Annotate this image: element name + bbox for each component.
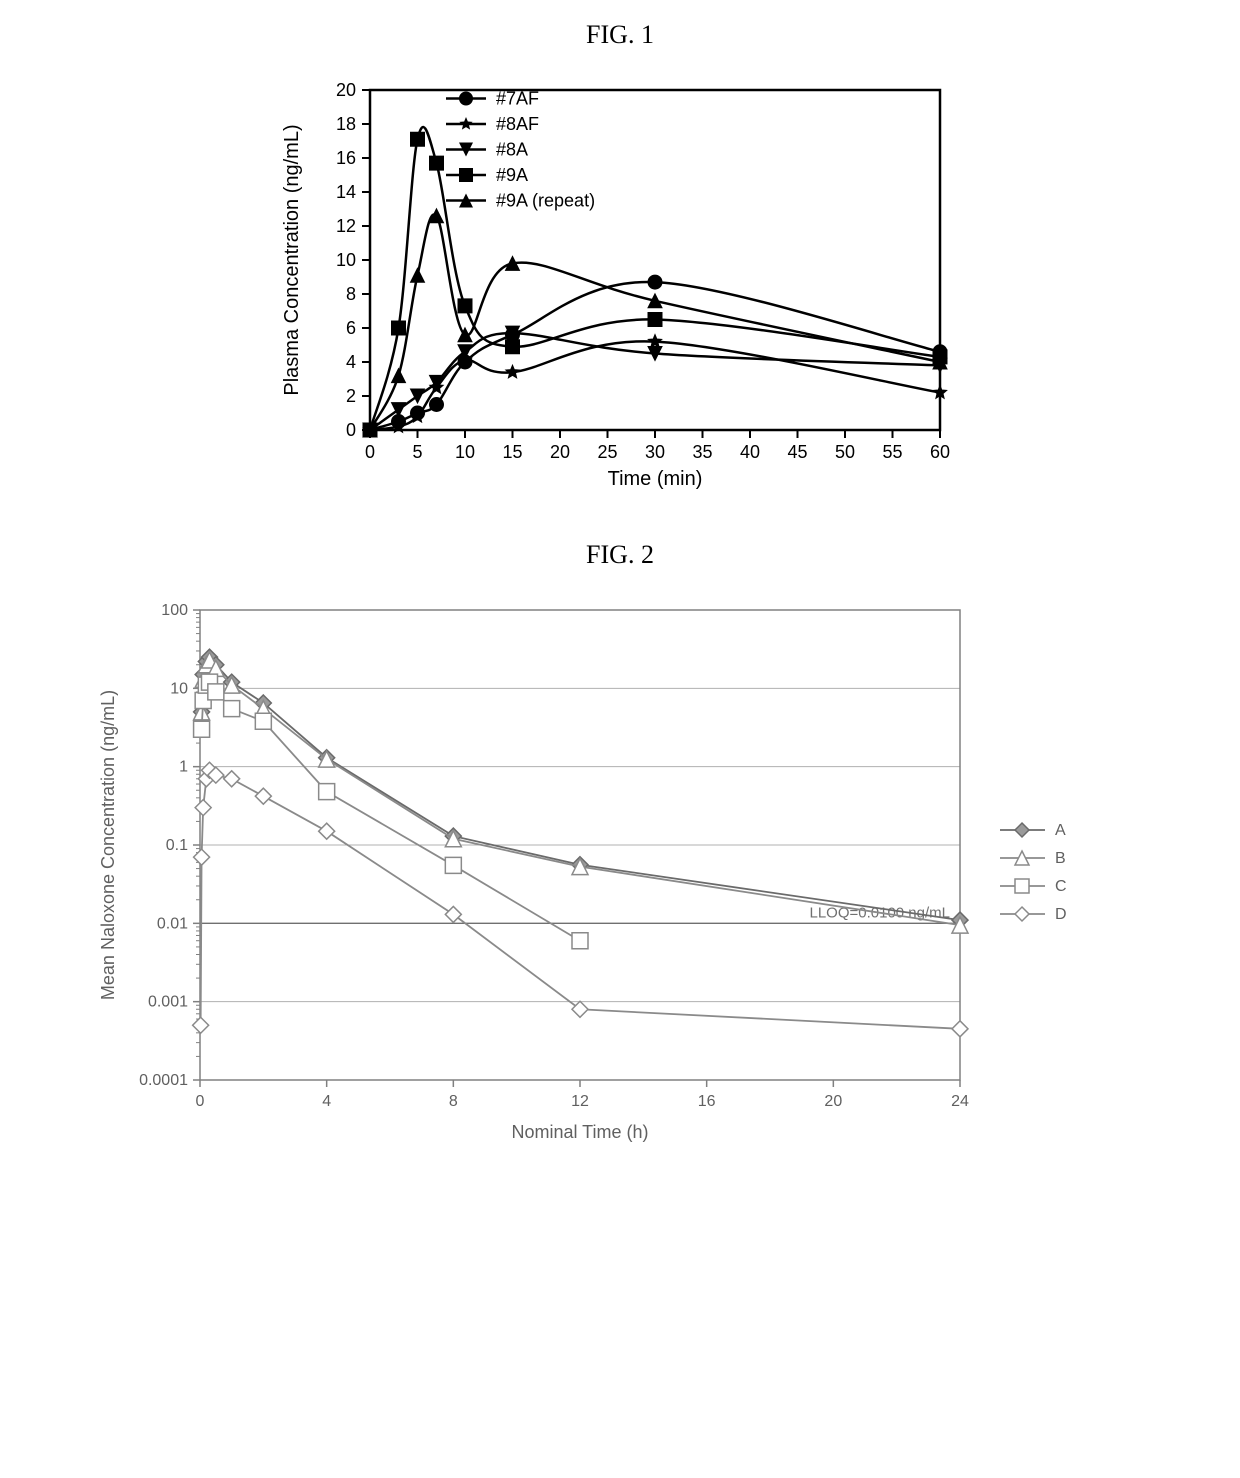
svg-text:D: D — [1055, 906, 1067, 923]
svg-text:14: 14 — [336, 182, 356, 202]
svg-text:16: 16 — [336, 148, 356, 168]
svg-text:20: 20 — [550, 442, 570, 462]
svg-text:Mean Naloxone Concentration (n: Mean Naloxone Concentration (ng/mL) — [98, 690, 118, 1000]
figure-2-legend: ABCD — [990, 800, 1150, 940]
svg-text:18: 18 — [336, 114, 356, 134]
figure-2-title: FIG. 2 — [20, 540, 1220, 570]
svg-text:12: 12 — [571, 1093, 589, 1110]
svg-text:16: 16 — [698, 1093, 716, 1110]
svg-text:4: 4 — [346, 352, 356, 372]
svg-text:45: 45 — [787, 442, 807, 462]
svg-text:25: 25 — [597, 442, 617, 462]
svg-text:10: 10 — [455, 442, 475, 462]
svg-text:60: 60 — [930, 442, 950, 462]
svg-text:0: 0 — [365, 442, 375, 462]
svg-text:#9A: #9A — [496, 165, 528, 185]
figure-2-chart-holder: 0 4 8 12 16 20 24 0.0001 0.001 0.01 0.1 1 10 100 Nomin… — [20, 590, 1220, 1150]
svg-text:0.01: 0.01 — [157, 915, 188, 932]
svg-text:30: 30 — [645, 442, 665, 462]
svg-text:8: 8 — [346, 284, 356, 304]
svg-text:55: 55 — [882, 442, 902, 462]
svg-text:#7AF: #7AF — [496, 89, 539, 109]
svg-text:#8AF: #8AF — [496, 114, 539, 134]
svg-text:20: 20 — [336, 80, 356, 100]
svg-text:0: 0 — [346, 420, 356, 440]
svg-text:0: 0 — [196, 1093, 205, 1110]
svg-text:10: 10 — [170, 680, 188, 697]
svg-text:#8A: #8A — [496, 140, 528, 160]
svg-text:6: 6 — [346, 318, 356, 338]
svg-text:Nominal Time (h): Nominal Time (h) — [511, 1122, 648, 1142]
svg-text:2: 2 — [346, 386, 356, 406]
svg-text:40: 40 — [740, 442, 760, 462]
svg-text:Time (min): Time (min) — [608, 468, 703, 490]
svg-text:#9A (repeat): #9A (repeat) — [496, 191, 595, 211]
svg-text:50: 50 — [835, 442, 855, 462]
svg-text:4: 4 — [322, 1093, 331, 1110]
svg-text:5: 5 — [412, 442, 422, 462]
svg-text:0.0001: 0.0001 — [139, 1072, 188, 1089]
svg-text:24: 24 — [951, 1093, 969, 1110]
svg-text:100: 100 — [161, 602, 188, 619]
figure-1-chart-holder: 0 5 10 15 20 25 30 35 40 45 50 55 60 0 2 4 6 8 10 12 14 16 18 2… — [20, 70, 1220, 500]
svg-text:C: C — [1055, 878, 1067, 895]
figure-1-block: FIG. 1 0 5 10 15 20 25 30 35 40 45 50 55 60 0 2 4 6 8 10 12… — [20, 20, 1220, 500]
svg-text:1: 1 — [179, 759, 188, 776]
svg-text:0.1: 0.1 — [166, 837, 188, 854]
figure-2-chart: 0 4 8 12 16 20 24 0.0001 0.001 0.01 0.1 1 10 100 Nomin… — [90, 590, 990, 1150]
svg-text:0.001: 0.001 — [148, 994, 188, 1011]
svg-text:A: A — [1055, 822, 1066, 839]
svg-text:20: 20 — [824, 1093, 842, 1110]
svg-text:10: 10 — [336, 250, 356, 270]
svg-text:Plasma Concentration (ng/mL): Plasma Concentration (ng/mL) — [281, 124, 303, 395]
svg-text:12: 12 — [336, 216, 356, 236]
svg-text:15: 15 — [502, 442, 522, 462]
svg-text:8: 8 — [449, 1093, 458, 1110]
figure-2-block: FIG. 2 0 4 8 12 16 20 24 0.0001 0.001 0.01 0.1 1 10 1… — [20, 540, 1220, 1150]
figure-1-chart: 0 5 10 15 20 25 30 35 40 45 50 55 60 0 2 4 6 8 10 12 14 16 18 2… — [270, 70, 970, 500]
figure-1-title: FIG. 1 — [20, 20, 1220, 50]
svg-text:B: B — [1055, 850, 1066, 867]
svg-text:35: 35 — [692, 442, 712, 462]
